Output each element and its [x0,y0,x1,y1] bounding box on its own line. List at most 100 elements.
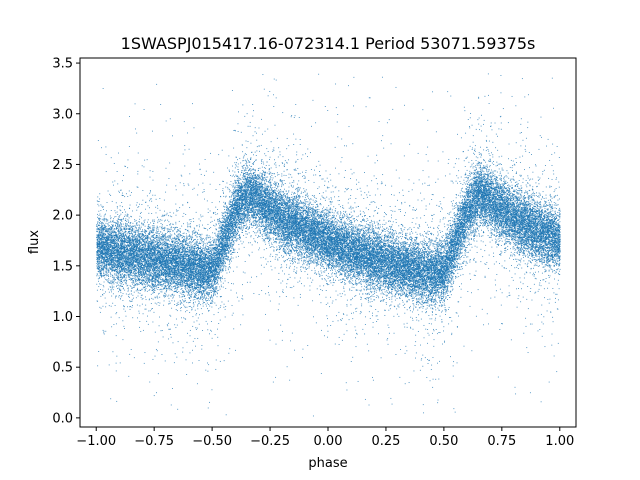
data-point [445,311,447,313]
data-point [311,253,313,255]
data-point [244,181,245,183]
data-point [511,216,513,218]
data-point [466,233,467,235]
data-point [246,165,248,167]
data-point [326,283,328,285]
data-point [133,277,135,279]
data-point [217,264,219,266]
data-point [371,227,373,229]
data-point [421,358,423,360]
data-point [331,226,333,228]
data-point [172,342,174,344]
data-point [373,248,374,250]
data-point [174,227,176,229]
data-point [229,212,231,214]
data-point [99,213,101,215]
data-point [99,283,101,285]
data-point [430,304,432,306]
data-point [337,220,339,221]
data-point [529,235,531,237]
data-point [367,251,369,253]
data-point [338,279,340,281]
data-point [482,190,484,192]
data-point [219,252,221,254]
data-point [298,224,300,226]
data-point [480,224,481,226]
data-point [306,193,308,195]
data-point [345,210,347,212]
data-point [314,225,316,227]
data-point [305,228,307,230]
data-point [265,243,267,245]
data-point [412,280,414,282]
data-point [511,220,513,222]
data-point [465,201,467,203]
data-point [375,309,377,310]
data-point [421,292,423,294]
data-point [100,275,102,277]
data-point [203,288,205,290]
data-point [525,247,527,249]
data-point [143,235,145,237]
data-point [284,202,286,204]
data-point [232,186,234,188]
data-point [270,206,272,208]
data-point [186,271,188,273]
data-point [429,279,431,281]
data-point [458,253,460,255]
data-point [256,139,258,141]
data-point [443,278,445,280]
data-point [480,187,482,189]
data-point [237,186,239,188]
data-point [129,204,131,206]
data-point [276,217,278,218]
data-point [343,216,345,218]
data-point [188,284,190,286]
data-point [307,246,309,247]
data-point [353,218,355,220]
data-point [537,259,539,261]
data-point [354,244,355,246]
data-point [136,247,138,249]
data-point [354,220,356,222]
data-point [119,245,121,247]
data-point [274,220,276,222]
data-point [542,242,544,244]
data-point [119,277,121,279]
data-point [551,240,553,242]
data-point [339,259,340,261]
data-point [247,183,249,185]
data-point [240,240,242,242]
data-point [205,261,207,263]
data-point [457,301,459,303]
data-point [268,329,269,331]
data-point [250,170,252,171]
data-point [304,203,306,205]
data-point [129,275,131,277]
data-point [137,247,139,249]
data-point [534,226,535,228]
data-point [190,295,192,297]
data-point [382,263,383,265]
data-point [159,269,161,271]
data-point [270,141,272,143]
data-point [126,253,128,254]
data-point [501,251,503,253]
data-point [430,307,432,309]
data-point [164,292,165,294]
data-point [418,255,420,257]
data-point [426,288,428,290]
data-point [527,238,529,240]
data-point [503,220,505,222]
data-point [220,242,222,243]
data-point [139,271,141,273]
data-point [163,244,165,246]
data-point [100,232,102,234]
data-point [231,191,233,193]
data-point [545,197,547,199]
data-point [229,243,230,245]
data-point [454,247,456,249]
data-point [160,277,162,278]
data-point [492,183,494,184]
data-point [175,235,177,237]
